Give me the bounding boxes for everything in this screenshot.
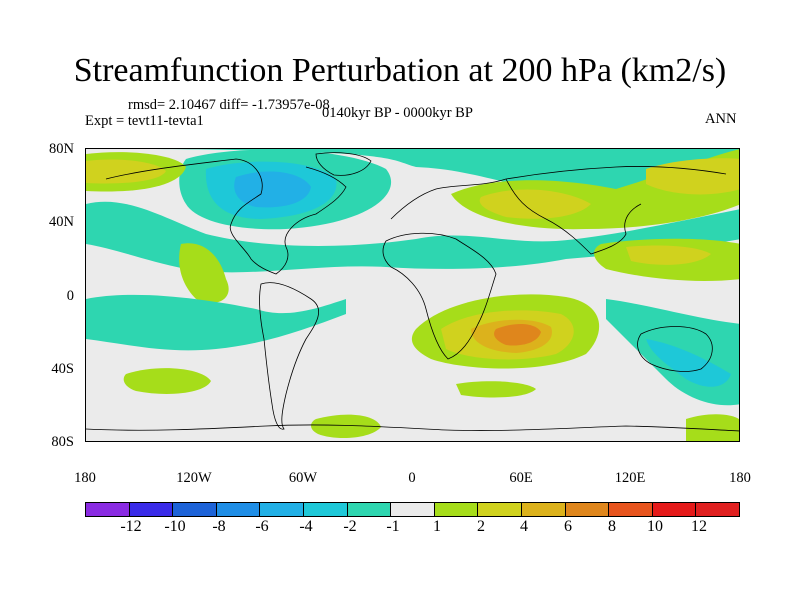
colorbar-label: 10 [647,518,663,535]
x-tick-label: 60E [509,470,533,486]
contour-neg1 [86,201,739,273]
coastline-north-america [105,158,347,275]
x-tick-label: 180 [74,470,96,486]
x-tick-label: 120W [176,470,212,486]
colorbar-label: -6 [255,518,269,535]
stats-label: rmsd= 2.10467 diff= -1.73957e-08 [128,97,330,113]
x-tick-label: 120E [614,470,646,486]
contour-pos1 [311,414,381,439]
colorbar-swatch [696,503,739,516]
streamfunction-map [85,148,740,442]
colorbar-label: 6 [564,518,572,535]
map-canvas [86,149,739,441]
x-tick-label: 0 [408,470,416,486]
colorbar-label: 4 [520,518,528,535]
contour-neg3 [234,171,311,208]
experiment-label: Expt = tevt11-tevta1 [85,113,204,129]
colorbar-label: -4 [299,518,313,535]
coastlines [86,152,739,432]
colorbar-swatch [609,503,653,516]
colorbar-swatch [652,503,697,516]
y-tick-label: 40N [49,214,74,230]
contour-pos1 [686,414,739,441]
y-tick-label: 40S [51,361,74,377]
colorbar-swatch [129,503,174,516]
contour-pos1 [123,368,211,394]
y-tick-label: 80S [51,434,74,450]
coastline-africa [382,232,497,360]
colorbar-swatch [86,503,130,516]
colorbar-swatch [478,503,522,516]
period-label: 0140kyr BP - 0000kyr BP [322,105,473,121]
colorbar-label: -8 [212,518,226,535]
colorbar-swatch [347,503,392,516]
colorbar-swatch [391,503,435,516]
contour-pos2 [479,189,591,219]
colorbar-swatch [173,503,217,516]
colorbar-label: -2 [343,518,357,535]
x-tick-label: 180 [729,470,751,486]
y-tick-label: 0 [66,288,74,304]
colorbar-label: -10 [164,518,186,535]
colorbar-swatch [565,503,610,516]
contour-pos1 [179,243,229,303]
contour-pos1 [456,381,536,398]
colorbar-label: 1 [433,518,441,535]
contour-pos2 [86,159,166,184]
y-tick-label: 80N [49,141,74,157]
contour-fills [86,149,739,441]
contour-pos2 [626,245,711,265]
contour-neg2 [646,339,731,387]
colorbar-swatch [216,503,261,516]
colorbar-label: 8 [608,518,616,535]
colorbar-label: -1 [386,518,400,535]
colorbar-swatch [260,503,304,516]
colorbar-label: -12 [120,518,142,535]
contour-pos4 [494,323,541,346]
map-title: Streamfunction Perturbation at 200 hPa (… [73,52,727,89]
colorbar-swatch [521,503,566,516]
coastline-south-america [259,282,320,430]
coastline-australia [637,326,713,372]
colorbar-swatch [434,503,479,516]
colorbar-label: 2 [477,518,485,535]
coastline-greenland [315,152,372,176]
x-tick-label: 60W [288,470,318,486]
colorbar-swatch [303,503,348,516]
colorbar [85,502,740,517]
season-label: ANN [705,111,737,127]
contour-neg1 [86,294,346,351]
coastline-europe-asia [390,166,727,255]
colorbar-label: 12 [691,518,707,535]
coastline-antarctica [86,424,739,432]
